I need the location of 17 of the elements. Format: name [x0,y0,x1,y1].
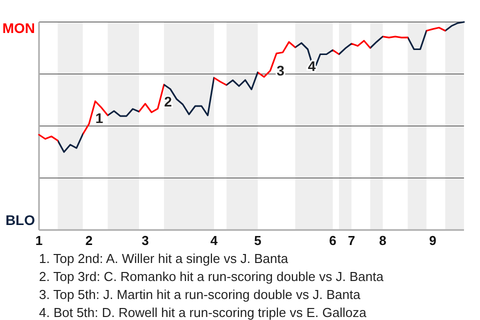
text: 4. Bot 5th: D. Rowell hit a run-scoring triple vs E. Galloza [39,305,368,320]
annotation: 2 [164,94,172,110]
x-tick-label: 1 [35,233,43,248]
text: 2. Top 3rd: C. Romanko hit a run-scoring double vs J. Banta [39,269,384,284]
text: MON [2,20,35,36]
x-tick-label: 4 [210,233,218,248]
x-tick-label: 3 [142,233,149,248]
text: BLO [5,212,36,228]
x-tick-label: 8 [379,233,386,248]
annotation: 1 [95,110,104,126]
x-tick-label: 7 [348,233,356,248]
x-tick-label: 6 [329,233,336,248]
x-tick-label: 9 [429,233,436,248]
text: 3. Top 5th: J. Martin hit a run-scoring double vs J. Banta [39,287,362,302]
x-tick-label: 5 [254,233,262,248]
x-tick-label: 2 [85,233,93,248]
text: 1. Top 2nd: A. Willer hit a single vs J. Banta [39,251,289,266]
